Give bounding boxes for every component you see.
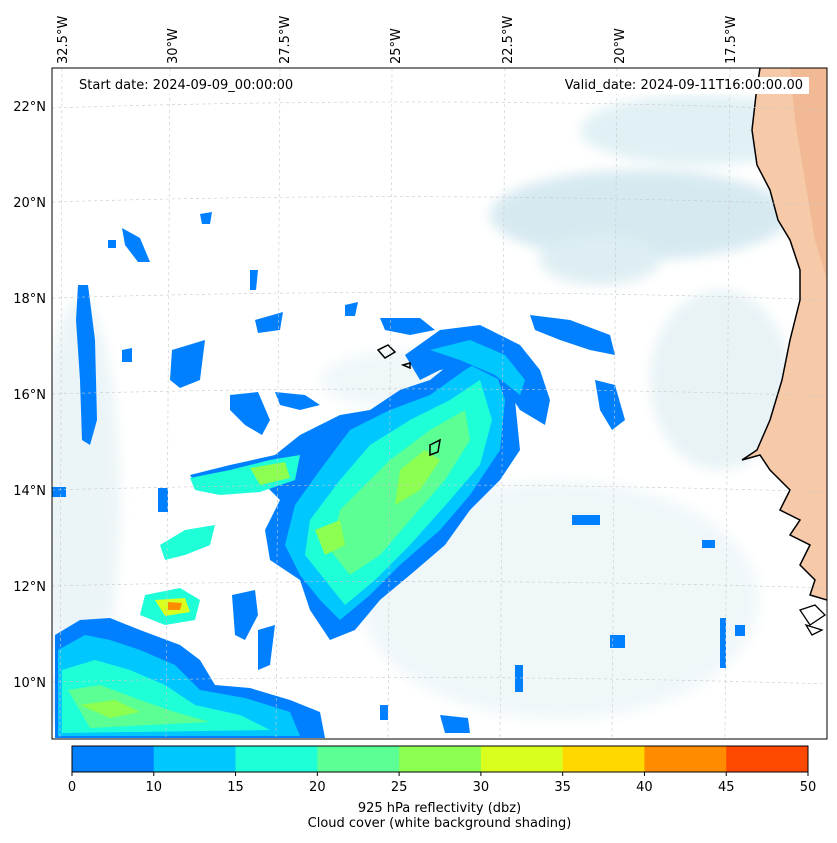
colorbar-swatch — [153, 746, 237, 772]
colorbar-tick-label: 15 — [227, 780, 244, 795]
reflectivity-field — [52, 212, 745, 738]
colorbar-swatch — [72, 746, 155, 772]
refl-arc-north-inner — [430, 340, 525, 395]
map-frame — [51, 67, 828, 740]
coastline — [741, 68, 827, 601]
colorbar-tick-label: 45 — [718, 780, 735, 795]
colorbar-label-2: Cloud cover (white background shading) — [307, 816, 572, 831]
refl-band-sw-4 — [68, 685, 210, 728]
lat-label: 10°N — [13, 676, 46, 691]
colorbar-swatch — [562, 746, 645, 772]
refl-streak-ne — [530, 315, 615, 355]
latitude-labels: 22°N 20°N 18°N 16°N 14°N 12°N 10°N — [13, 100, 46, 691]
bijagos-islands — [798, 604, 827, 636]
lon-label: 32.5°W — [56, 16, 71, 64]
refl-streak-west — [76, 285, 97, 445]
colorbar-swatch — [480, 746, 564, 772]
colorbar: 0 10 15 20 25 30 35 40 45 50 — [68, 745, 817, 795]
refl-streak-ne2 — [380, 318, 435, 335]
lon-label: 20°W — [613, 28, 628, 64]
graticule — [52, 68, 827, 739]
refl-band-5 — [315, 450, 440, 555]
lon-label: 17.5°W — [724, 16, 739, 64]
lat-label: 20°N — [13, 196, 46, 211]
valid-date-label: Valid_date: 2024-09-11T16:00:00.00 — [558, 77, 809, 94]
colorbar-tick-label: 50 — [800, 780, 817, 795]
colorbar-tick-label: 30 — [473, 780, 490, 795]
colorbar-tick-label: 40 — [636, 780, 653, 795]
refl-cell-12n — [160, 525, 215, 560]
land-darker — [790, 68, 827, 280]
colorbar-label-1: 925 hPa reflectivity (dbz) — [357, 801, 522, 816]
colorbar-swatch — [726, 746, 809, 772]
refl-streak-14n-core — [250, 462, 290, 485]
colorbar-tick-label: 35 — [554, 780, 571, 795]
refl-spot-1 — [52, 487, 66, 497]
lat-label: 22°N — [13, 100, 46, 115]
refl-cell-11n-peak — [168, 602, 182, 610]
colorbar-tick-label: 10 — [146, 780, 163, 795]
cape-verde-islands — [376, 344, 441, 457]
map-panel — [52, 68, 827, 739]
colorbar-tick-label: 20 — [309, 780, 326, 795]
longitude-labels: 32.5°W 30°W 27.5°W 25°W 22.5°W 20°W 17.5… — [56, 16, 739, 64]
colorbar-tick-label: 25 — [391, 780, 408, 795]
colorbar-title: 925 hPa reflectivity (dbz) Cloud cover (… — [52, 801, 827, 831]
land-africa — [742, 68, 827, 600]
lat-label: 14°N — [13, 484, 46, 499]
refl-band-sw-5 — [80, 700, 140, 718]
refl-scattered-cells — [108, 212, 745, 733]
lon-label: 25°W — [389, 28, 404, 64]
colorbar-swatch — [644, 746, 727, 772]
colorbar-swatch — [317, 746, 400, 772]
colorbar-swatch — [399, 746, 482, 772]
lon-label: 30°W — [166, 28, 181, 64]
lat-label: 16°N — [13, 388, 46, 403]
colorbar-tick-label: 0 — [68, 780, 76, 795]
lat-label: 12°N — [13, 580, 46, 595]
lon-label: 27.5°W — [278, 16, 293, 64]
start-date-label: Start date: 2024-09-09_00:00:00 — [73, 77, 300, 94]
colorbar-swatch — [235, 746, 318, 772]
lon-label: 22.5°W — [501, 16, 516, 64]
colorbar-frame — [71, 745, 809, 773]
lat-label: 18°N — [13, 292, 46, 307]
